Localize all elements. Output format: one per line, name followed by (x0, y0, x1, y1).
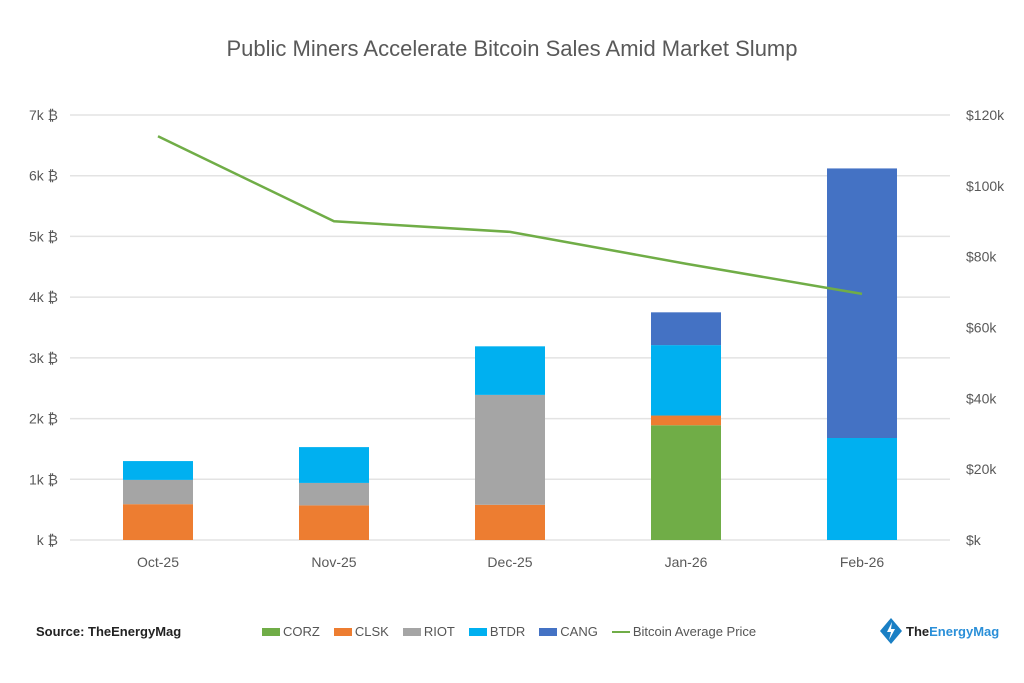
bar-cang (651, 312, 721, 346)
right-tick-label: $120k (966, 107, 1005, 123)
bolt-diamond-icon (880, 618, 902, 644)
legend-swatch (262, 627, 280, 636)
legend-label: RIOT (423, 624, 455, 639)
right-tick-label: $80k (966, 249, 997, 265)
logo: TheEnergyMag (880, 618, 999, 644)
bar-riot (299, 482, 369, 506)
legend-item-btdr: BTDR (468, 624, 526, 639)
legend-label: CANG (560, 624, 598, 639)
bar-btdr (299, 447, 369, 483)
bar-clsk (299, 505, 369, 540)
right-tick-label: $60k (966, 320, 997, 336)
right-tick-label: $k (966, 532, 982, 548)
left-tick-label: 7k ₿ (29, 107, 58, 123)
left-tick-label: 5k ₿ (29, 228, 58, 244)
right-tick-label: $40k (966, 390, 997, 406)
bar-clsk (123, 504, 193, 540)
category-label: Oct-25 (137, 554, 179, 570)
legend-swatch (402, 627, 421, 636)
bar-riot (475, 394, 545, 505)
legend-label: CORZ (283, 624, 320, 639)
legend-label: Bitcoin Average Price (632, 624, 757, 639)
legend: CORZ CLSK RIOT BTDR CANG Bitcoin Average Pric… (262, 624, 756, 639)
category-label: Nov-25 (311, 554, 356, 570)
legend-item-bitcoin-price: Bitcoin Average Price (611, 624, 757, 639)
left-tick-label: 6k ₿ (29, 168, 58, 184)
legend-label: CLSK (354, 624, 389, 639)
left-tick-label: 4k ₿ (29, 289, 58, 305)
bar-btdr (475, 346, 545, 395)
bar-btdr (827, 438, 897, 540)
bar-clsk (475, 504, 545, 540)
legend-label: BTDR (489, 624, 526, 639)
chart-title: Public Miners Accelerate Bitcoin Sales A… (226, 36, 798, 61)
bitcoin-price-line (157, 135, 863, 296)
left-tick-label: 3k ₿ (29, 350, 58, 366)
legend-item-corz: CORZ (262, 624, 320, 639)
legend-swatch (468, 627, 487, 636)
bar-corz (651, 425, 721, 540)
logo-text-2: EnergyMag (929, 623, 1000, 639)
legend-item-clsk: CLSK (333, 624, 389, 639)
logo-text-1: The (906, 623, 930, 639)
right-tick-label: $20k (966, 461, 997, 477)
bar-btdr (123, 461, 193, 480)
category-label: Jan-26 (665, 554, 708, 570)
category-label: Feb-26 (840, 554, 885, 570)
right-tick-label: $100k (966, 178, 1005, 194)
legend-line-swatch (611, 630, 630, 633)
source-note: Source: TheEnergyMag (36, 624, 182, 639)
category-label: Dec-25 (487, 554, 532, 570)
legend-item-cang: CANG (539, 624, 598, 639)
legend-swatch (539, 627, 558, 636)
legend-item-riot: RIOT (402, 624, 455, 639)
legend-swatch (333, 627, 352, 636)
left-tick-label: 2k ₿ (29, 411, 58, 427)
bar-btdr (651, 345, 721, 416)
left-tick-label: k ₿ (37, 532, 58, 548)
bar-riot (123, 479, 193, 505)
left-tick-label: 1k ₿ (29, 471, 58, 487)
bar-cang (827, 168, 897, 438)
bar-clsk (651, 415, 721, 426)
